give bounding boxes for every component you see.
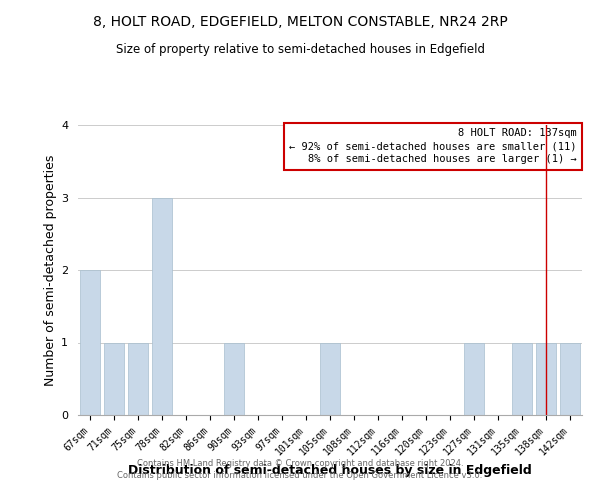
Bar [536, 342, 556, 415]
Text: 8, HOLT ROAD, EDGEFIELD, MELTON CONSTABLE, NR24 2RP: 8, HOLT ROAD, EDGEFIELD, MELTON CONSTABL… [92, 15, 508, 29]
Text: 8 HOLT ROAD: 137sqm
← 92% of semi-detached houses are smaller (11)
8% of semi-de: 8 HOLT ROAD: 137sqm ← 92% of semi-detach… [289, 128, 577, 164]
Bar [128, 342, 148, 415]
Bar [560, 342, 580, 415]
Text: Size of property relative to semi-detached houses in Edgefield: Size of property relative to semi-detach… [115, 42, 485, 56]
Bar [104, 342, 124, 415]
X-axis label: Distribution of semi-detached houses by size in Edgefield: Distribution of semi-detached houses by … [128, 464, 532, 476]
Bar [152, 198, 172, 415]
Bar [80, 270, 100, 415]
Bar [464, 342, 484, 415]
Bar [224, 342, 244, 415]
Bar [512, 342, 532, 415]
Bar [320, 342, 340, 415]
Text: Contains HM Land Registry data © Crown copyright and database right 2024.
Contai: Contains HM Land Registry data © Crown c… [118, 458, 482, 480]
Y-axis label: Number of semi-detached properties: Number of semi-detached properties [44, 154, 57, 386]
